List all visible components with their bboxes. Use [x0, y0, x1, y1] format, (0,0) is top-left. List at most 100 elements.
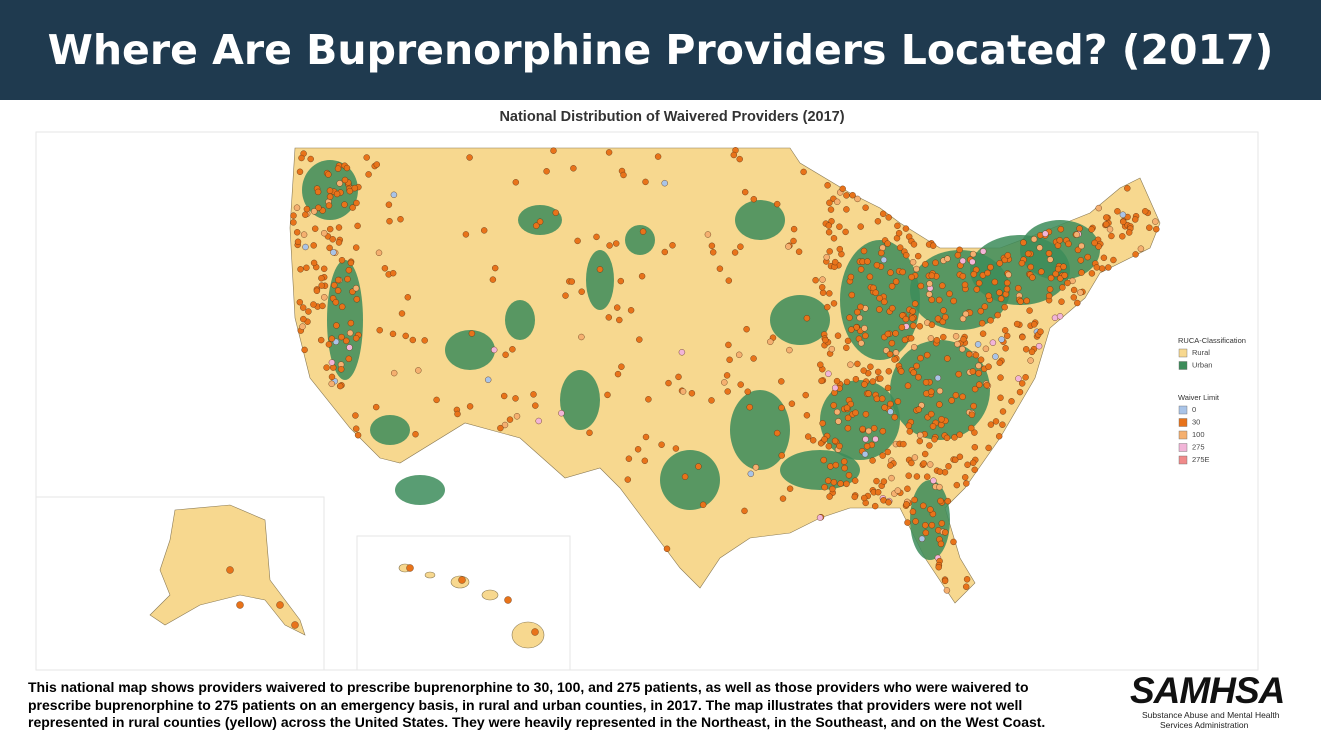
- provider-dot: [955, 371, 962, 378]
- provider-dot: [956, 453, 964, 460]
- provider-dot: [816, 514, 824, 521]
- provider-dot: [404, 294, 411, 301]
- provider-dot: [837, 480, 844, 487]
- provider-dot: [937, 540, 945, 548]
- provider-dot: [724, 388, 731, 395]
- provider-dot: [834, 332, 842, 339]
- provider-dot: [675, 373, 682, 381]
- legend-swatch: [1178, 430, 1188, 440]
- provider-dot: [940, 307, 947, 314]
- provider-dot: [1004, 279, 1011, 287]
- provider-dot: [960, 335, 967, 343]
- provider-dot: [752, 464, 760, 471]
- slide-title: Where Are Buprenorphine Providers Locate…: [0, 0, 1321, 100]
- provider-dot: [333, 190, 341, 198]
- provider-dot: [574, 237, 581, 245]
- provider-dot: [294, 229, 301, 236]
- provider-dot: [803, 412, 811, 419]
- provider-dot: [869, 378, 876, 385]
- provider-dot: [321, 229, 328, 237]
- provider-dot: [402, 332, 409, 340]
- provider-dot: [851, 493, 858, 501]
- provider-dot: [944, 255, 951, 262]
- provider-dot: [344, 275, 351, 283]
- provider-dot: [512, 179, 519, 186]
- provider-dot: [899, 268, 906, 276]
- provider-dot: [873, 395, 881, 402]
- provider-dot: [1047, 256, 1054, 263]
- provider-dot: [987, 263, 994, 271]
- provider-dot: [1132, 251, 1139, 258]
- provider-dot: [347, 319, 355, 327]
- provider-dot: [345, 266, 353, 274]
- provider-dot: [1078, 269, 1085, 276]
- urban-area: [730, 390, 790, 470]
- provider-dot: [504, 596, 512, 604]
- provider-dot: [854, 308, 861, 316]
- provider-dot: [785, 243, 792, 250]
- provider-dot: [531, 628, 539, 636]
- provider-dot: [347, 329, 354, 337]
- provider-dot: [708, 397, 715, 404]
- provider-dot: [353, 425, 360, 432]
- provider-dot: [1057, 225, 1065, 233]
- provider-dot: [1045, 250, 1053, 257]
- provider-dot: [970, 402, 977, 410]
- provider-dot: [1131, 216, 1139, 223]
- provider-dot: [938, 416, 945, 423]
- provider-dot: [992, 418, 1000, 425]
- provider-dot: [885, 499, 892, 506]
- provider-dot: [716, 265, 724, 272]
- legend-swatch: [1178, 348, 1188, 358]
- provider-dot: [928, 272, 935, 279]
- provider-dot: [333, 322, 340, 329]
- provider-dot: [861, 325, 868, 332]
- provider-dot: [961, 281, 969, 289]
- provider-dot: [1084, 253, 1091, 261]
- provider-dot: [1152, 218, 1159, 225]
- provider-dot: [894, 398, 902, 405]
- provider-dot: [891, 356, 898, 363]
- logo: SAMHSA Substance Abuse and Mental Health…: [1130, 672, 1300, 731]
- provider-dot: [778, 404, 785, 411]
- provider-dot: [887, 462, 894, 469]
- provider-dot: [310, 259, 318, 267]
- provider-dot: [932, 259, 939, 267]
- provider-dot: [688, 390, 696, 397]
- provider-dot: [999, 421, 1006, 428]
- provider-dot: [836, 442, 843, 450]
- provider-dot: [934, 315, 942, 322]
- provider-dot: [415, 367, 422, 374]
- provider-dot: [950, 538, 957, 546]
- provider-dot: [638, 272, 646, 280]
- provider-dot: [1056, 313, 1064, 320]
- provider-dot: [1088, 226, 1095, 233]
- provider-dot: [291, 621, 299, 629]
- provider-dot: [992, 353, 999, 360]
- provider-dot: [924, 351, 931, 359]
- provider-dot: [829, 485, 836, 493]
- provider-dot: [971, 385, 979, 393]
- provider-dot: [830, 235, 838, 242]
- provider-dot: [1019, 380, 1026, 387]
- provider-dot: [970, 459, 977, 466]
- provider-dot: [343, 164, 351, 172]
- provider-dot: [884, 240, 891, 247]
- provider-dot: [873, 261, 881, 269]
- provider-dot: [875, 489, 882, 496]
- provider-dot: [678, 349, 686, 356]
- provider-dot: [818, 377, 825, 385]
- provider-dot: [887, 408, 894, 415]
- provider-dot: [987, 421, 995, 428]
- provider-dot: [1029, 274, 1036, 281]
- provider-dot: [1018, 259, 1026, 267]
- provider-dot: [948, 397, 955, 404]
- provider-dot: [346, 344, 353, 351]
- provider-dot: [616, 316, 623, 324]
- provider-dot: [991, 278, 998, 286]
- provider-dots: [226, 147, 1160, 636]
- provider-dot: [922, 529, 929, 536]
- provider-dot: [902, 225, 910, 232]
- provider-dot: [1022, 346, 1030, 353]
